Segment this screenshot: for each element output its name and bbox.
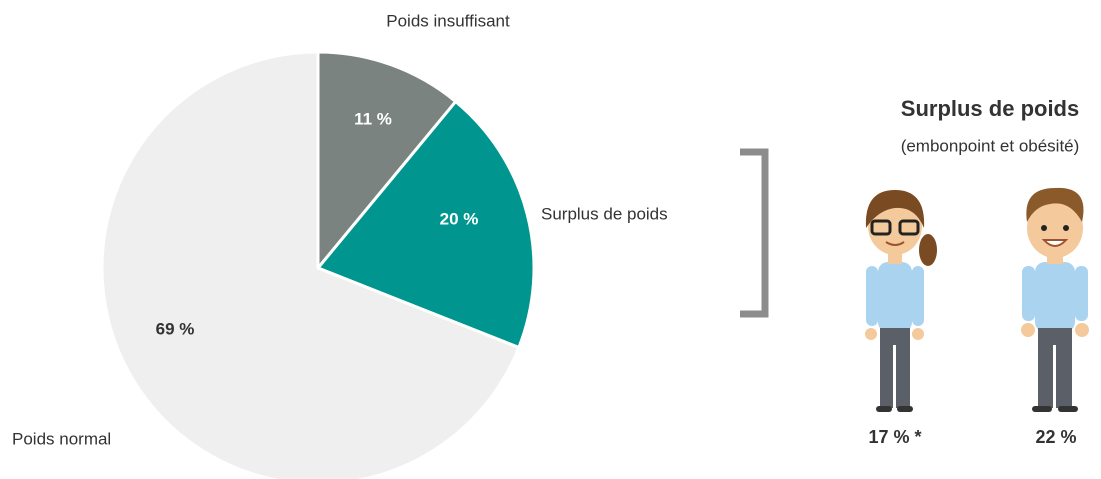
pie [102,52,534,479]
panel-title: Surplus de poids [901,96,1079,121]
category-label: Surplus de poids [541,204,668,223]
man-figure [1021,188,1089,412]
panel-subtitle: (embonpoint et obésité) [901,136,1080,155]
category-label: Poids normal [12,429,111,448]
chart: Surplus de poids (embonpoint et obésité)… [0,0,1101,479]
man-label: 22 % [1035,427,1076,447]
woman-label: 17 % * [868,427,921,447]
value-label: 69 % [156,319,195,338]
woman-figure [865,190,937,412]
bracket [740,152,765,314]
page: Surplus de poids (embonpoint et obésité)… [0,0,1101,479]
value-label: 11 % [354,109,392,128]
category-label: Poids insuffisant [386,11,510,30]
value-label: 20 % [440,209,479,228]
